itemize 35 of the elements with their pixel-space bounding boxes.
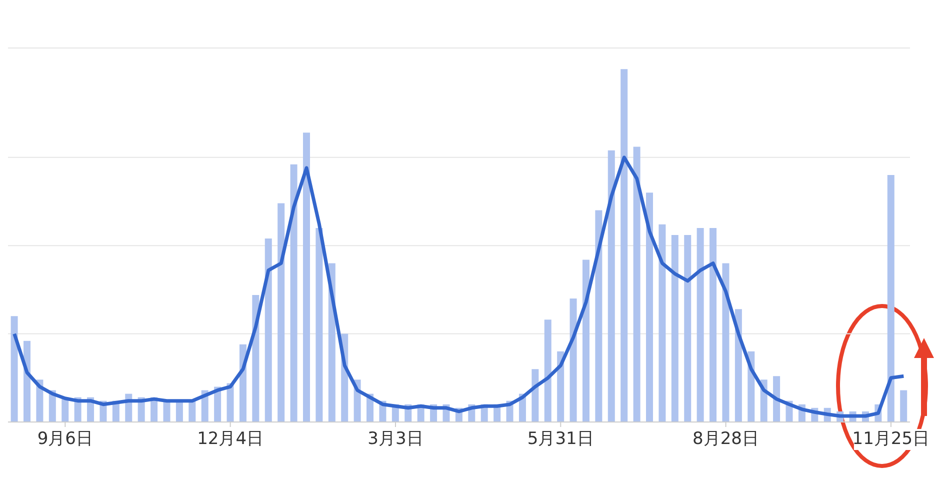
bar: [176, 400, 183, 422]
bar: [302, 132, 310, 422]
bar: [734, 309, 742, 422]
bar: [671, 235, 678, 422]
bar: [773, 376, 780, 422]
bar: [10, 316, 18, 422]
bar: [264, 238, 272, 422]
bar: [570, 298, 577, 422]
bar: [278, 203, 285, 422]
x-tick-label: 5月31日: [527, 429, 594, 449]
bar: [608, 150, 615, 422]
bar: [710, 228, 717, 422]
bar: [633, 146, 640, 422]
bar: [557, 351, 564, 422]
bar: [290, 164, 298, 422]
bar: [595, 210, 602, 422]
bar: [684, 235, 692, 422]
bar: [316, 228, 323, 422]
bar: [646, 192, 654, 422]
bar: [544, 320, 552, 422]
x-tick-label: 8月28日: [692, 429, 760, 449]
x-tick-label: 11月25日: [852, 429, 930, 449]
bar: [532, 369, 539, 422]
bar: [620, 69, 628, 422]
bar: [188, 400, 196, 422]
bar: [722, 263, 730, 422]
bar: [163, 400, 170, 422]
bar: [582, 260, 590, 422]
bar: [696, 228, 704, 422]
bar: [658, 224, 666, 422]
bar: [887, 175, 894, 422]
bar: [900, 390, 908, 422]
x-tick-label: 12月4日: [197, 429, 264, 449]
x-tick-label: 3月3日: [368, 429, 424, 449]
x-tick-label: 9月6日: [37, 429, 93, 449]
